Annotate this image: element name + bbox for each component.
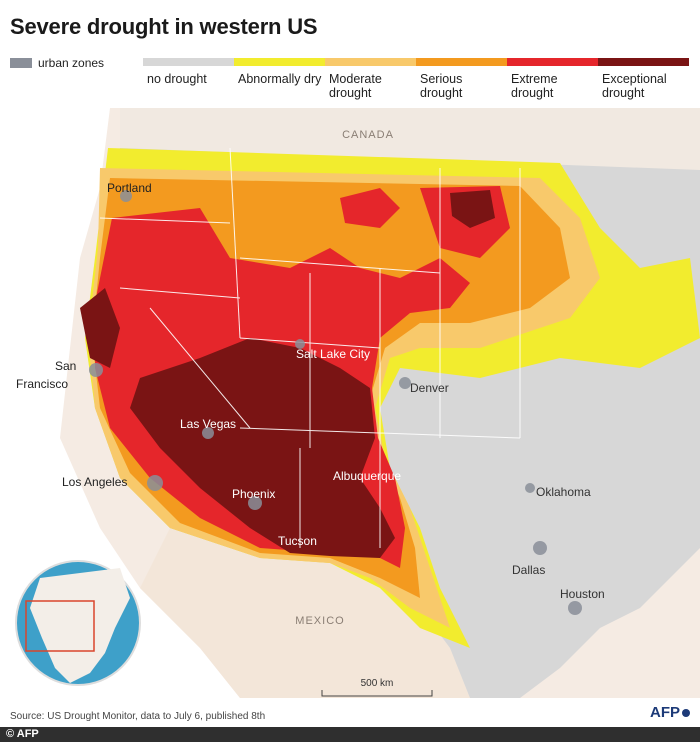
scale-bar-line: [321, 690, 433, 697]
globe-land: [30, 568, 130, 683]
urban-zone-denver: [399, 377, 411, 389]
credit-text: © AFP: [6, 728, 39, 740]
city-labels: Portland San Francisco Salt Lake City De…: [16, 181, 605, 601]
state-border: [229, 147, 241, 339]
pacific-ocean: [0, 108, 240, 698]
legend-label: Moderate drought: [329, 72, 382, 100]
legend-item-abnormally-dry: Abnormally dry: [234, 58, 325, 100]
drought-map: CANADA MEXICO Portland San Francisco Sal…: [0, 108, 700, 698]
legend-item-extreme-drought: Extreme drought: [507, 58, 598, 100]
legend-swatch: [598, 58, 689, 66]
urban-zones-swatch: [10, 58, 32, 68]
afp-logo: AFP: [650, 704, 690, 721]
legend-label: Abnormally dry: [238, 72, 322, 86]
urban-zone-salt-lake: [295, 339, 305, 349]
urban-zone-las-vegas: [202, 427, 214, 439]
city-label-oklahoma: Oklahoma: [536, 485, 591, 499]
city-label-tucson: Tucson: [278, 534, 317, 548]
mexico-region: [140, 528, 470, 698]
city-label-denver: Denver: [410, 381, 449, 395]
urban-zones-label: urban zones: [38, 56, 105, 70]
state-border: [149, 307, 251, 429]
urban-zone-san-francisco: [89, 363, 103, 377]
scale-bar: 500 km: [321, 678, 433, 697]
urban-zones: [89, 190, 582, 615]
zone-exceptional-drought: [130, 338, 395, 558]
legend-label: Extreme drought: [511, 72, 558, 100]
legend-swatch: [143, 58, 234, 66]
scale-bar-label: 500 km: [361, 678, 394, 689]
legend-item-no-drought: no drought: [143, 58, 234, 100]
credit-bar: © AFP: [0, 727, 700, 742]
globe-highlight-box: [25, 600, 95, 652]
urban-zone-los-angeles: [147, 475, 163, 491]
city-label-las-vegas: Las Vegas: [180, 417, 236, 431]
city-label-salt-lake-city: Salt Lake City: [296, 347, 370, 361]
legend-swatch: [507, 58, 598, 66]
page-title: Severe drought in western US: [10, 14, 318, 39]
zone-extreme-drought-montana: [340, 188, 400, 228]
legend-label: Serious drought: [420, 72, 463, 100]
zone-exceptional-drought-north: [450, 190, 495, 228]
legend-label: Exceptional drought: [602, 72, 667, 100]
legend-label: no drought: [147, 72, 207, 86]
legend-swatch: [234, 58, 325, 66]
state-borders: [99, 147, 521, 548]
urban-zone-phoenix: [248, 496, 262, 510]
state-border: [239, 427, 521, 439]
urban-zone-oklahoma: [525, 483, 535, 493]
source-note: Source: US Drought Monitor, data to July…: [10, 711, 266, 722]
city-label-san-francisco-1: San: [55, 359, 76, 373]
drought-legend: no drought Abnormally dry Moderate droug…: [143, 58, 689, 100]
urban-zones-legend: urban zones: [10, 56, 104, 70]
city-label-los-angeles: Los Angeles: [62, 475, 127, 489]
inset-globe: [15, 560, 141, 686]
state-border: [119, 287, 241, 299]
legend-item-serious-drought: Serious drought: [416, 58, 507, 100]
legend-swatch: [416, 58, 507, 66]
urban-zone-houston: [568, 601, 582, 615]
city-label-portland: Portland: [107, 181, 152, 195]
country-label-canada: CANADA: [342, 129, 394, 141]
state-border: [99, 217, 231, 224]
city-label-dallas: Dallas: [512, 563, 545, 577]
state-border: [239, 337, 381, 349]
legend-swatch: [325, 58, 416, 66]
legend-item-moderate-drought: Moderate drought: [325, 58, 416, 100]
city-label-phoenix: Phoenix: [232, 487, 275, 501]
state-border: [239, 257, 441, 274]
city-label-san-francisco-2: Francisco: [16, 377, 68, 391]
legend-item-exceptional-drought: Exceptional drought: [598, 58, 689, 100]
city-label-houston: Houston: [560, 587, 605, 601]
country-label-mexico: MEXICO: [295, 615, 344, 627]
city-label-albuquerque: Albuquerque: [333, 469, 401, 483]
urban-zone-portland: [120, 190, 132, 202]
urban-zone-dallas: [533, 541, 547, 555]
zone-exceptional-drought-california: [80, 288, 120, 368]
